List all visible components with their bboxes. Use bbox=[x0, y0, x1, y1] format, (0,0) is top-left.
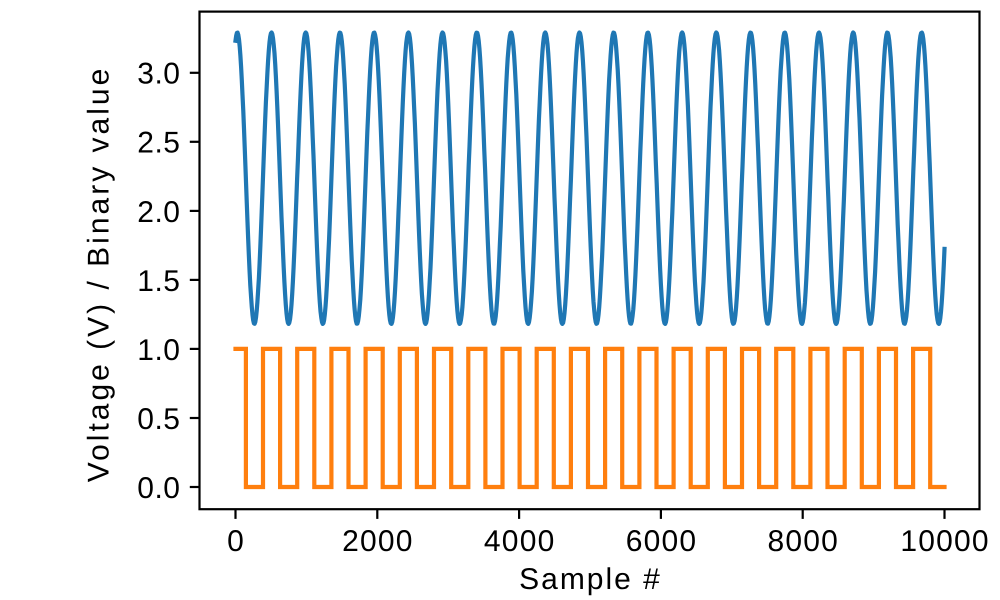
svg-text:2.5: 2.5 bbox=[137, 127, 180, 160]
svg-text:2000: 2000 bbox=[342, 525, 414, 558]
svg-text:Voltage (V) / Binary value: Voltage (V) / Binary value bbox=[83, 66, 116, 483]
svg-text:1.5: 1.5 bbox=[137, 265, 180, 298]
svg-text:0.5: 0.5 bbox=[137, 403, 180, 436]
svg-text:4000: 4000 bbox=[484, 525, 556, 558]
svg-text:6000: 6000 bbox=[626, 525, 698, 558]
svg-text:1.0: 1.0 bbox=[137, 334, 180, 367]
svg-text:2.0: 2.0 bbox=[137, 196, 180, 229]
svg-text:8000: 8000 bbox=[768, 525, 840, 558]
svg-text:0.0: 0.0 bbox=[137, 472, 180, 505]
svg-text:Sample #: Sample # bbox=[519, 563, 662, 596]
svg-text:10000: 10000 bbox=[900, 525, 989, 558]
svg-text:3.0: 3.0 bbox=[137, 58, 180, 91]
svg-text:0: 0 bbox=[227, 525, 245, 558]
